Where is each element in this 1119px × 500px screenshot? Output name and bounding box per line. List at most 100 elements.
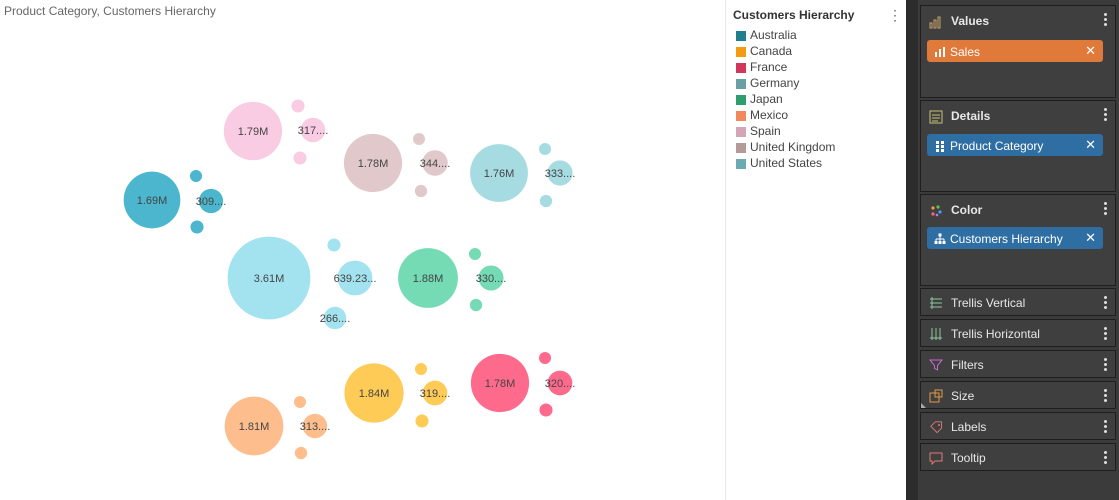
bubble-label: 330....: [476, 273, 507, 285]
bubble[interactable]: [422, 380, 448, 406]
details-menu-icon[interactable]: [1101, 106, 1109, 122]
legend-swatch: [736, 143, 746, 153]
remove-product-category-icon[interactable]: ✕: [1085, 137, 1096, 152]
bubble[interactable]: [470, 353, 530, 413]
bubble[interactable]: [123, 171, 181, 229]
filters-well[interactable]: Filters: [920, 350, 1116, 378]
product-category-field-pill[interactable]: Product Category ✕: [927, 134, 1103, 156]
legend-menu-icon[interactable]: ⋮: [888, 7, 902, 23]
bubble[interactable]: [470, 144, 528, 202]
bubble-label: 1.79M: [238, 126, 269, 138]
details-title: Details: [951, 109, 991, 123]
bubble-chart[interactable]: 3.61M 639.23... 266.... 1.79M 317.... 1.78M 34…: [0, 0, 725, 500]
bar-chart-icon: [935, 47, 945, 57]
tooltip-title: Tooltip: [951, 451, 986, 465]
trellis-horizontal-menu-icon[interactable]: [1101, 325, 1109, 341]
bubble[interactable]: [539, 352, 551, 364]
bubble-label: 333....: [545, 168, 576, 180]
trellis-vertical-title: Trellis Vertical: [951, 296, 1026, 310]
customers-hierarchy-field-pill[interactable]: Customers Hierarchy ✕: [927, 227, 1103, 249]
color-menu-icon[interactable]: [1101, 200, 1109, 216]
bubble[interactable]: [337, 260, 373, 296]
bubble[interactable]: [223, 101, 283, 161]
bubble[interactable]: [343, 133, 403, 193]
labels-menu-icon[interactable]: [1101, 418, 1109, 434]
color-title: Color: [951, 203, 983, 217]
bubble[interactable]: [227, 236, 311, 320]
bubble[interactable]: [198, 188, 224, 214]
bubble[interactable]: [547, 160, 573, 186]
sales-field-pill[interactable]: Sales ✕: [927, 40, 1103, 62]
bubble[interactable]: [293, 151, 307, 165]
bubble[interactable]: [294, 446, 308, 460]
trellis-vertical-menu-icon[interactable]: [1101, 294, 1109, 310]
hierarchy-icon: [934, 233, 946, 244]
bubble[interactable]: [300, 117, 326, 143]
bubble[interactable]: [302, 413, 328, 439]
bubble[interactable]: [547, 370, 573, 396]
bubble-label: 320....: [545, 378, 576, 390]
filter-icon: [929, 359, 943, 371]
legend-label: Canada: [750, 44, 793, 58]
bubble[interactable]: [224, 396, 284, 456]
bubble[interactable]: [327, 238, 341, 252]
bubble[interactable]: [413, 133, 425, 145]
panel-splitter[interactable]: [906, 0, 918, 500]
bubble[interactable]: [415, 414, 429, 428]
labels-well[interactable]: Labels: [920, 412, 1116, 440]
legend-swatch: [736, 127, 746, 137]
bubble-label: 1.88M: [413, 273, 444, 285]
bubble[interactable]: [478, 265, 504, 291]
bubble-label: 1.84M: [359, 388, 390, 400]
values-title: Values: [951, 14, 990, 28]
bubble-label: 344....: [420, 158, 451, 170]
tag-icon: [930, 421, 943, 434]
values-well[interactable]: Values Sales ✕: [920, 5, 1116, 98]
bubble[interactable]: [323, 306, 347, 330]
details-well[interactable]: Details Product Category ✕: [920, 100, 1116, 192]
bubble[interactable]: [469, 248, 481, 260]
chart-area: Product Category, Customers Hierarchy 3.…: [0, 0, 725, 500]
bubble[interactable]: [414, 184, 428, 198]
bubble-label: 317....: [298, 125, 329, 137]
size-well[interactable]: Size: [920, 381, 1116, 409]
trellis-horizontal-well[interactable]: Trellis Horizontal: [920, 319, 1116, 347]
size-icon: [929, 389, 943, 403]
bubble-label: 1.69M: [137, 195, 168, 207]
remove-customers-hierarchy-icon[interactable]: ✕: [1085, 230, 1096, 245]
bubble[interactable]: [422, 150, 448, 176]
bubble[interactable]: [539, 194, 553, 208]
tooltip-well[interactable]: Tooltip: [920, 443, 1116, 471]
bubble[interactable]: [415, 363, 427, 375]
bar-chart-icon: [929, 16, 941, 29]
bubble-label: 1.76M: [484, 168, 515, 180]
labels-title: Labels: [951, 420, 987, 434]
filters-menu-icon[interactable]: [1101, 356, 1109, 372]
legend-label: Mexico: [750, 108, 789, 122]
bubble[interactable]: [190, 220, 204, 234]
bubble-label: 319....: [420, 388, 451, 400]
legend-swatch: [736, 47, 746, 57]
bubble[interactable]: [539, 143, 551, 155]
trellis-vertical-well[interactable]: Trellis Vertical: [920, 288, 1116, 316]
bubble[interactable]: [344, 363, 404, 423]
bubble[interactable]: [291, 99, 305, 113]
bubble-label: 1.78M: [485, 378, 516, 390]
bubble[interactable]: [469, 298, 483, 312]
legend-label: France: [750, 60, 788, 74]
bubble[interactable]: [294, 396, 306, 408]
legend-swatch: [736, 159, 746, 169]
values-menu-icon[interactable]: [1101, 11, 1109, 27]
legend-swatch: [736, 95, 746, 105]
size-menu-icon[interactable]: [1101, 387, 1109, 403]
legend-label: Spain: [750, 124, 781, 138]
bubble[interactable]: [539, 403, 553, 417]
legend-panel: Customers Hierarchy ⋮ Australia Canada Fra…: [725, 0, 906, 500]
bubble[interactable]: [398, 248, 458, 308]
legend-label: United Kingdom: [750, 140, 836, 154]
bubble[interactable]: [190, 170, 202, 182]
tooltip-menu-icon[interactable]: [1101, 449, 1109, 465]
color-well[interactable]: Color Customers Hierarchy ✕: [920, 194, 1116, 286]
remove-sales-icon[interactable]: ✕: [1085, 43, 1096, 58]
bubble-label: 1.78M: [358, 158, 389, 170]
